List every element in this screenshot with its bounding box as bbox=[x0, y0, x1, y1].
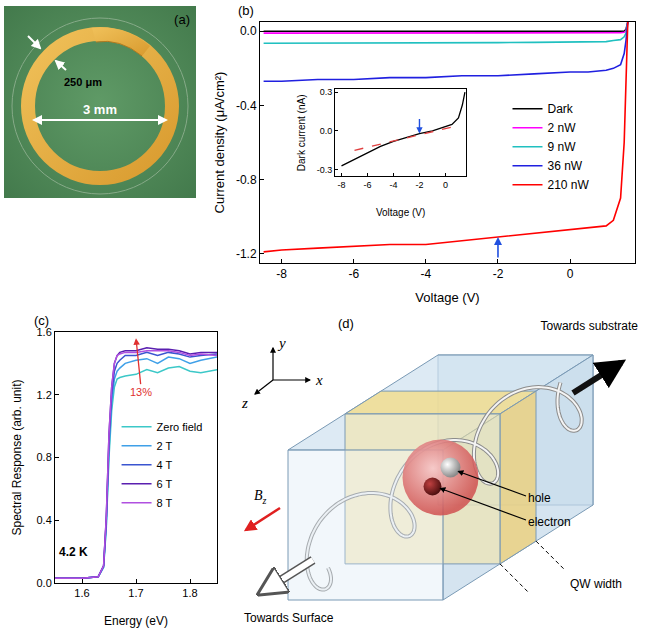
svg-text:3 mm: 3 mm bbox=[83, 102, 117, 117]
svg-text:1.8: 1.8 bbox=[182, 587, 197, 599]
svg-text:4 T: 4 T bbox=[157, 459, 173, 471]
svg-text:-2: -2 bbox=[493, 267, 504, 281]
svg-text:0: 0 bbox=[567, 267, 574, 281]
svg-text:1.6: 1.6 bbox=[74, 587, 89, 599]
svg-text:9 nW: 9 nW bbox=[548, 140, 577, 154]
svg-text:electron: electron bbox=[528, 515, 571, 529]
svg-text:(d): (d) bbox=[338, 316, 354, 331]
svg-text:(b): (b) bbox=[238, 3, 254, 18]
svg-text:250 μm: 250 μm bbox=[64, 76, 102, 88]
svg-text:Zero field: Zero field bbox=[157, 421, 203, 433]
svg-text:-8: -8 bbox=[337, 180, 345, 190]
svg-text:Current density (μA/cm²): Current density (μA/cm²) bbox=[212, 72, 227, 214]
svg-text:-8: -8 bbox=[276, 267, 287, 281]
svg-text:-6: -6 bbox=[348, 267, 359, 281]
svg-text:y: y bbox=[277, 335, 286, 351]
svg-text:-2: -2 bbox=[415, 180, 423, 190]
svg-text:-0.4: -0.4 bbox=[236, 99, 257, 113]
svg-text:0.0: 0.0 bbox=[240, 24, 257, 38]
svg-text:0.4: 0.4 bbox=[37, 514, 52, 526]
svg-text:z: z bbox=[241, 395, 248, 411]
svg-text:0.0: 0.0 bbox=[37, 577, 52, 589]
svg-text:2 T: 2 T bbox=[157, 440, 173, 452]
svg-text:-0.3: -0.3 bbox=[317, 165, 333, 175]
svg-text:Dark current (nA): Dark current (nA) bbox=[296, 95, 307, 172]
svg-text:6 T: 6 T bbox=[157, 478, 173, 490]
svg-text:-0.8: -0.8 bbox=[236, 173, 257, 187]
svg-text:36 nW: 36 nW bbox=[548, 159, 583, 173]
svg-text:Bz: Bz bbox=[254, 488, 267, 506]
svg-text:Voltage (V): Voltage (V) bbox=[415, 290, 479, 305]
svg-text:4.2 K: 4.2 K bbox=[59, 545, 88, 559]
svg-text:13%: 13% bbox=[130, 386, 152, 398]
svg-text:QW width: QW width bbox=[570, 577, 622, 591]
svg-text:0.0: 0.0 bbox=[320, 126, 333, 136]
svg-text:1.2: 1.2 bbox=[37, 389, 52, 401]
svg-text:1.7: 1.7 bbox=[128, 587, 143, 599]
svg-text:Towards substrate: Towards substrate bbox=[541, 319, 639, 333]
svg-text:0.8: 0.8 bbox=[37, 451, 52, 463]
svg-text:x: x bbox=[315, 372, 323, 388]
svg-text:hole: hole bbox=[528, 491, 551, 505]
svg-text:-6: -6 bbox=[363, 180, 371, 190]
svg-text:Dark: Dark bbox=[548, 102, 574, 116]
svg-text:Voltage (V): Voltage (V) bbox=[376, 207, 425, 218]
svg-text:1.6: 1.6 bbox=[37, 326, 52, 338]
svg-text:-1.2: -1.2 bbox=[236, 247, 257, 261]
svg-text:2 nW: 2 nW bbox=[548, 121, 577, 135]
svg-text:-4: -4 bbox=[421, 267, 432, 281]
svg-text:210 nW: 210 nW bbox=[548, 178, 590, 192]
svg-text:8 T: 8 T bbox=[157, 497, 173, 509]
svg-text:-4: -4 bbox=[389, 180, 397, 190]
svg-text:0.3: 0.3 bbox=[320, 87, 333, 97]
svg-text:Spectral Response (arb. unit): Spectral Response (arb. unit) bbox=[10, 379, 24, 535]
svg-text:(c): (c) bbox=[34, 313, 49, 328]
svg-text:0: 0 bbox=[443, 180, 448, 190]
svg-text:Towards Surface: Towards Surface bbox=[244, 611, 334, 625]
svg-text:(a): (a) bbox=[174, 12, 190, 27]
svg-text:Energy (eV): Energy (eV) bbox=[104, 614, 168, 628]
